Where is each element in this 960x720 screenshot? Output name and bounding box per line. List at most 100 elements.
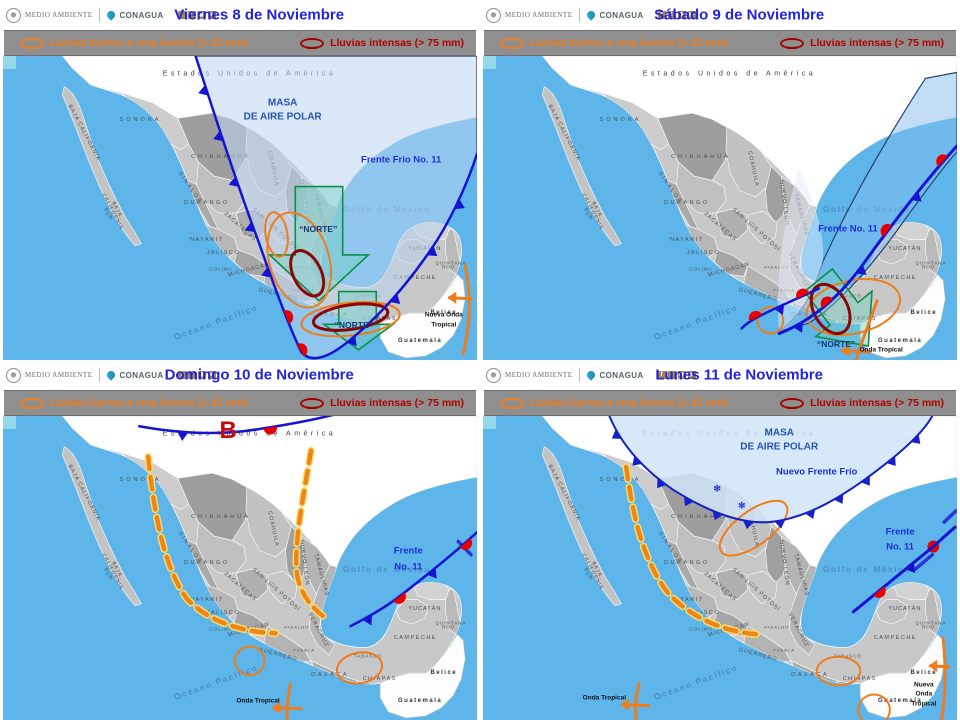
state-label: Belice (910, 310, 938, 317)
social-icons: f t ◉ ▶ (177, 371, 216, 379)
state-label: COAHUILA (746, 510, 760, 548)
state-label: NUEVO LEÓN (777, 539, 791, 587)
conagua-drop-icon (105, 369, 118, 381)
cold-front-triangle-icon (860, 475, 870, 486)
state-label: SINALOA (176, 530, 204, 565)
state-label: CHIHUAHUA (671, 513, 731, 520)
base-map (3, 56, 477, 360)
state-label: TABASCO (353, 653, 383, 659)
state-label: SONORA (599, 477, 642, 484)
tropical-wave-track (620, 681, 651, 720)
state-label: ZACATECAS (702, 571, 738, 604)
cold-front-label: Frente No. 11 (818, 223, 878, 235)
annotations: MASA DE AIRE POLAR Nuevo Frente Frío Fre… (483, 416, 957, 720)
cold-front-label: No. 11 (394, 561, 423, 573)
new-tropical-wave-label: Tropical (431, 321, 457, 329)
state-label: COAHUILA (266, 150, 280, 188)
state-label: HIDALGO (764, 624, 790, 630)
panel-title: Lunes 11 de Noviembre (655, 366, 823, 384)
front-line (851, 525, 957, 614)
gobierno-seal-icon (486, 367, 501, 383)
warm-front-marker (927, 540, 940, 553)
state-label: NAYARIT (190, 596, 224, 603)
warm-front-semicircle-icon (263, 426, 278, 435)
cold-front-triangle-icon (198, 85, 209, 96)
intense-rain-label: Lluvias intensas (> 75 mm) (330, 397, 464, 409)
facebook-icon: f (177, 371, 186, 379)
cold-front-triangle-icon (742, 520, 754, 530)
strong-rain-ellipse-icon (20, 397, 44, 409)
warm-front-semicircle-icon (796, 288, 810, 299)
strong-rain-label: Lluvias fuertes a muy fuertes (> 25 mm) (530, 37, 728, 49)
agency-secondary-label: CONAGUA (599, 370, 644, 380)
cold-front-triangle-icon (905, 562, 916, 573)
state-label: TAMAULIPAS (311, 553, 330, 598)
new-tropical-wave-track (928, 636, 951, 720)
state-labels: Estados Unidos de América BAJA CALIFORNIA… (3, 56, 477, 360)
state-label: Guatemala (878, 337, 923, 344)
state-labels: Estados Unidos de América BAJA CALIFORNIA… (483, 416, 957, 720)
state-label: Estados Unidos de América (162, 430, 337, 438)
norte-label: “NORTE” (817, 338, 856, 349)
state-label: COLIMA (209, 626, 233, 632)
base-map (3, 416, 477, 720)
state-label: COLIMA (689, 266, 713, 272)
warm-front-semicircle-icon (283, 310, 294, 324)
state-labels: Estados Unidos de América BAJA CALIFORNIA… (3, 416, 477, 720)
cold-front-triangle-icon (683, 496, 694, 507)
state-label: NUEVO LEÓN (297, 539, 311, 587)
warm-front-semicircle-icon (297, 343, 308, 357)
facebook-icon: f (657, 371, 666, 379)
cold-front-triangle-icon (712, 510, 723, 521)
state-label: SINALOA (656, 170, 684, 205)
state-label: NAYARIT (670, 596, 704, 603)
state-label: SINALOA (656, 530, 684, 565)
cold-front-triangle-icon (426, 567, 437, 579)
warm-front-semicircle-icon (820, 296, 833, 309)
overlay-domingo (138, 416, 477, 720)
new-tropical-wave-label: Tropical (911, 700, 937, 708)
conagua-drop-icon (105, 9, 118, 21)
state-label: CAMPECHE (393, 274, 437, 281)
conagua-drop-icon (585, 369, 598, 381)
trough-lines (144, 446, 333, 638)
state-label: TABASCO (353, 293, 383, 299)
annotations: Frente No. 11 “NORTE” Onda Tropical (483, 56, 957, 360)
front-line (740, 287, 820, 330)
state-label: OAXACA (791, 311, 830, 318)
strong-rain-label: Lluvias fuertes a muy fuertes (> 25 mm) (50, 397, 248, 409)
state-label: TAMAULIPAS (791, 553, 810, 598)
warm-front-semicircle-icon (936, 154, 948, 167)
trough-lines (622, 463, 762, 639)
state-label: OAXACA (311, 311, 350, 318)
state-label: OAXACA (791, 671, 830, 678)
state-label: PUEBLA (773, 647, 795, 653)
state-label: CHIHUAHUA (671, 153, 731, 160)
forecast-map-sabado: Estados Unidos de América BAJA CALIFORNIA… (483, 56, 957, 360)
state-label: BAJA CALIFORNIA SUR (100, 552, 125, 591)
humidity-haze (777, 168, 824, 334)
state-label: COLIMA (689, 626, 713, 632)
state-label: Belice (430, 670, 458, 677)
state-label: SONORA (599, 117, 642, 124)
agency-logos: MEDIO AMBIENTE CONAGUA (486, 7, 644, 23)
social-icons: f t ◉ ▶ (177, 11, 216, 19)
state-label: Estados Unidos de América (642, 70, 817, 78)
front-dashed-segment (913, 552, 935, 571)
intense-rain-label: Lluvias intensas (> 75 mm) (810, 397, 944, 409)
panel-viernes-8: MEDIO AMBIENTE CONAGUA f t ◉ ▶ Viernes 8… (0, 0, 480, 360)
cold-front-triangle-icon (657, 478, 667, 489)
state-label: CHIHUAHUA (191, 153, 251, 160)
twitter-icon: t (187, 371, 196, 379)
state-label: MICHOACÁN (228, 621, 271, 639)
state-label: NUEVO LEÓN (777, 179, 791, 227)
panel-title: Viernes 8 de Noviembre (174, 6, 345, 24)
state-label: Océano Pacífico (172, 662, 260, 703)
overlay-sabado (740, 71, 957, 360)
legend-bar: Lluvias fuertes a muy fuertes (> 25 mm) … (484, 30, 956, 56)
instagram-icon: ◉ (677, 11, 686, 19)
state-label: PUEBLA (293, 647, 315, 653)
state-label: GUERRERO (737, 286, 778, 303)
state-label: YUCATÁN (408, 245, 442, 252)
state-label: CAMPECHE (393, 634, 437, 641)
